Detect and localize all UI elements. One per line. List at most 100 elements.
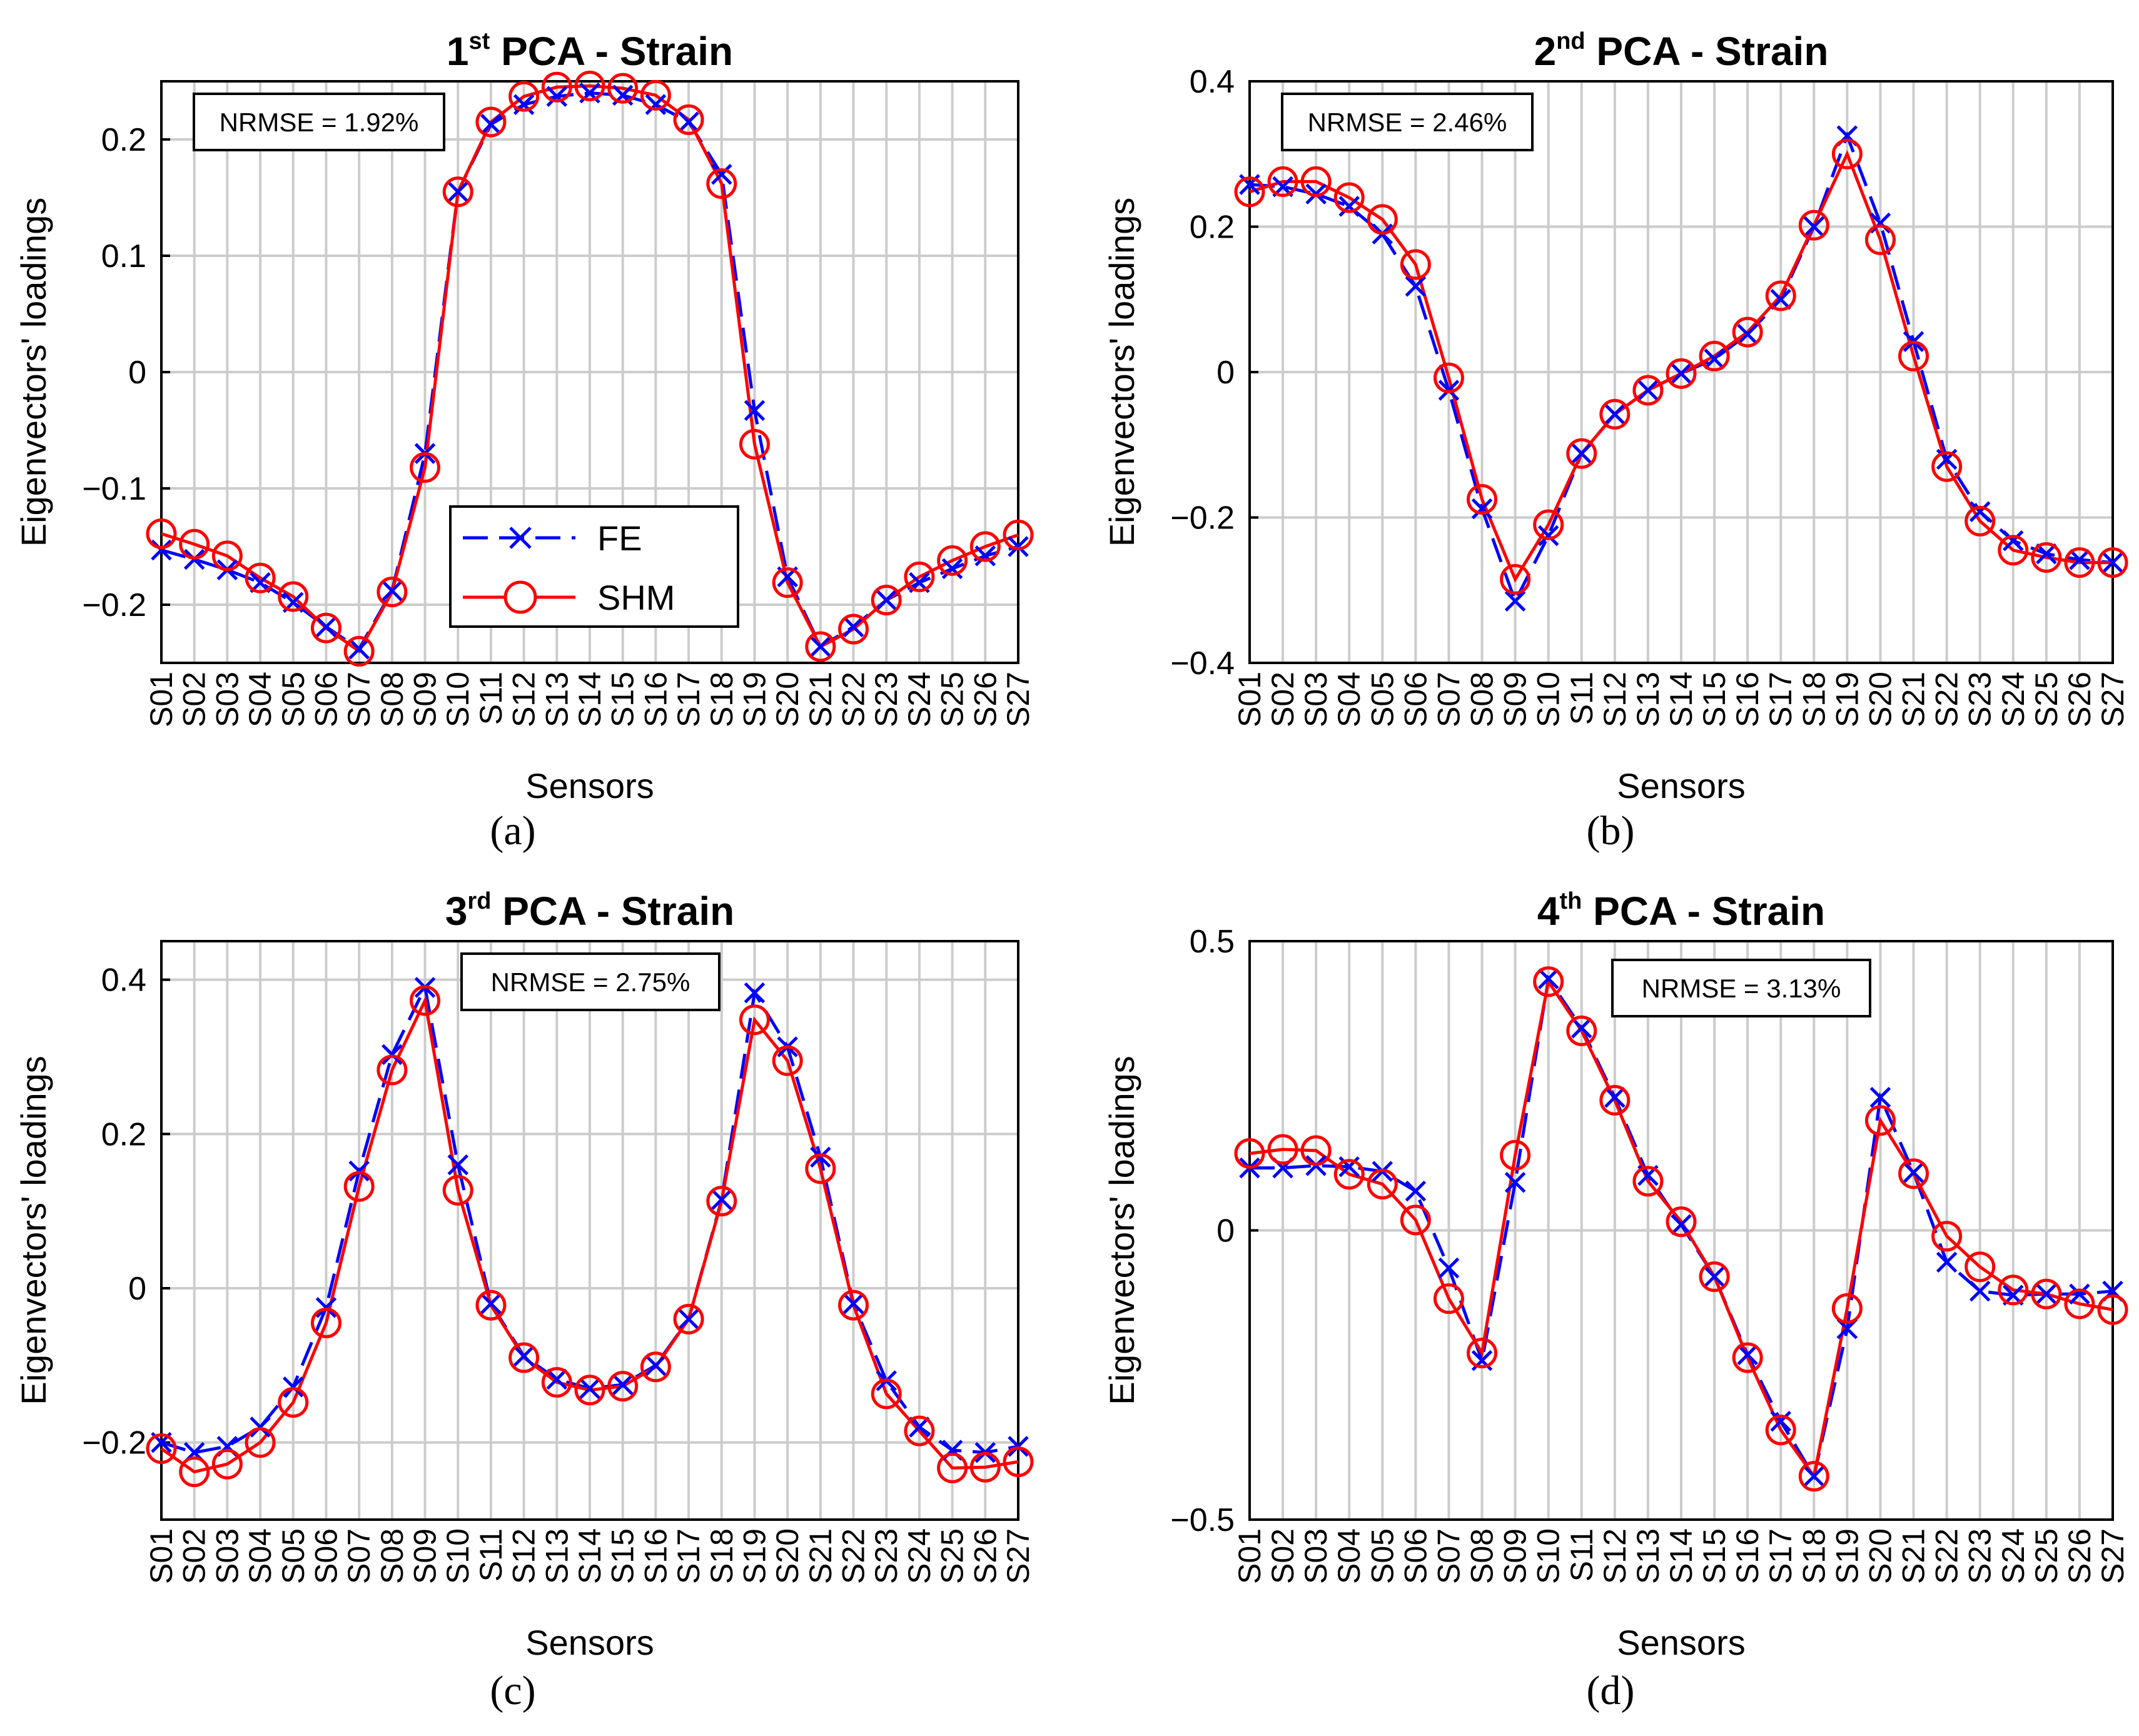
- shm-point: [1931, 451, 1963, 482]
- fe-point: [941, 558, 963, 580]
- fe-marker-stroke: [2069, 549, 2090, 570]
- x-tick-label: S04: [1332, 672, 1367, 727]
- x-tick-label: S05: [1365, 1528, 1400, 1584]
- shm-point: [377, 1054, 408, 1086]
- x-tick-label: S02: [177, 672, 212, 727]
- x-tick-label: S20: [1863, 1528, 1898, 1584]
- nrmse-label: NRMSE = 2.46%: [1308, 108, 1507, 137]
- fe-marker-stroke: [283, 1376, 304, 1398]
- shm-point: [1765, 280, 1796, 311]
- x-tick-label: S22: [1929, 1528, 1965, 1584]
- fe-marker-stroke: [1571, 1017, 1592, 1039]
- shm-point: [1267, 166, 1298, 197]
- x-tick-label: S14: [1664, 672, 1699, 727]
- x-tick-label: S01: [144, 672, 179, 727]
- fe-marker-stroke: [2069, 1283, 2090, 1305]
- y-tick-label: 0: [128, 1271, 146, 1307]
- nrmse-label: NRMSE = 2.75%: [491, 967, 690, 997]
- fe-point: [315, 1297, 337, 1318]
- shm-point: [343, 1171, 375, 1202]
- fe-point: [711, 164, 732, 185]
- x-tick-label: S08: [1465, 1528, 1500, 1584]
- y-tick-label: 0.5: [1190, 924, 1235, 960]
- fe-marker-stroke: [1504, 1171, 1526, 1193]
- fe-point: [810, 636, 831, 657]
- shm-point: [1566, 438, 1597, 469]
- y-tick-label: 0: [1216, 355, 1235, 391]
- fe-point: [1471, 498, 1493, 520]
- shm-point: [969, 1451, 1001, 1483]
- x-tick-label: S16: [1730, 672, 1765, 727]
- shm-point: [343, 635, 375, 667]
- x-tick-label: S01: [1232, 672, 1267, 727]
- shm-point: [410, 452, 441, 483]
- fe-point: [2069, 549, 2090, 570]
- shm-point: [1998, 1274, 2029, 1306]
- fe-marker-stroke: [348, 1160, 370, 1182]
- fe-point: [678, 111, 699, 133]
- y-tick-label: 0.2: [1190, 209, 1235, 246]
- fe-marker-stroke: [2036, 1283, 2057, 1305]
- fe-point: [447, 1154, 468, 1176]
- shm-point: [179, 1456, 210, 1488]
- shm-point: [1234, 176, 1265, 208]
- shm-point: [1300, 166, 1332, 197]
- shm-point: [1864, 224, 1896, 255]
- y-axis-label: Eigenvectors' loadings: [1102, 1056, 1141, 1405]
- fe-marker-stroke: [1737, 1344, 1758, 1366]
- fe-marker-stroke: [1438, 1257, 1460, 1279]
- x-tick-label: S03: [210, 672, 245, 727]
- fe-marker-stroke: [1836, 1318, 1858, 1340]
- fe-marker-stroke: [151, 539, 172, 561]
- fe-point: [250, 1416, 271, 1438]
- x-tick-label: S12: [507, 672, 542, 727]
- chart-title: 2nd PCA - Strain: [1534, 28, 1829, 74]
- fe-marker-stroke: [2036, 543, 2057, 565]
- x-tick-label: S10: [1531, 672, 1566, 727]
- x-tick-label: S06: [1398, 1528, 1433, 1584]
- shm-point: [706, 168, 737, 199]
- fe-marker-stroke: [909, 1416, 930, 1438]
- fe-point: [1604, 403, 1626, 425]
- fe-point: [1737, 1344, 1758, 1366]
- fe-point: [1405, 276, 1427, 297]
- fe-point: [1704, 348, 1725, 370]
- shm-point: [772, 1045, 803, 1076]
- shm-point: [904, 1415, 935, 1446]
- shm-point: [640, 1351, 671, 1383]
- fe-point: [678, 1308, 699, 1330]
- fe-marker-stroke: [1405, 276, 1427, 297]
- x-tick-label: S18: [704, 1528, 739, 1584]
- fe-point: [1737, 323, 1758, 345]
- fe-marker-stroke: [1537, 525, 1559, 547]
- shm-point: [1965, 1251, 1996, 1283]
- fe-marker-stroke: [612, 1374, 634, 1395]
- fe-point: [1671, 1214, 1692, 1236]
- fe-point: [2102, 552, 2123, 573]
- fe-point: [1770, 288, 1791, 310]
- fe-point: [546, 1368, 568, 1390]
- y-tick-label: 0.2: [101, 122, 146, 158]
- fe-point: [711, 1189, 732, 1210]
- shm-point: [211, 1448, 243, 1480]
- nrmse-label: NRMSE = 1.92%: [220, 108, 419, 137]
- x-tick-label: S26: [968, 1528, 1003, 1584]
- chart-title: 1st PCA - Strain: [447, 28, 733, 74]
- fe-marker-stroke: [1969, 1280, 1991, 1302]
- x-tick-label: S14: [1664, 1528, 1699, 1584]
- x-tick-label: S07: [1431, 672, 1466, 727]
- shm-point: [871, 585, 902, 616]
- fe-marker-stroke: [447, 1154, 468, 1176]
- x-tick-label: S10: [440, 672, 475, 727]
- fe-point: [348, 638, 370, 660]
- shm-point: [1632, 1166, 1664, 1197]
- shm-point: [1798, 209, 1829, 241]
- x-tick-label: S03: [210, 1528, 245, 1584]
- fe-marker-stroke: [1869, 1086, 1891, 1108]
- shm-point: [969, 531, 1001, 562]
- shm-point: [2097, 1294, 2128, 1325]
- y-tick-label: 0.4: [1190, 64, 1235, 100]
- title-number: 1: [447, 29, 469, 74]
- shm-point: [1666, 1206, 1697, 1238]
- fe-point: [480, 114, 502, 135]
